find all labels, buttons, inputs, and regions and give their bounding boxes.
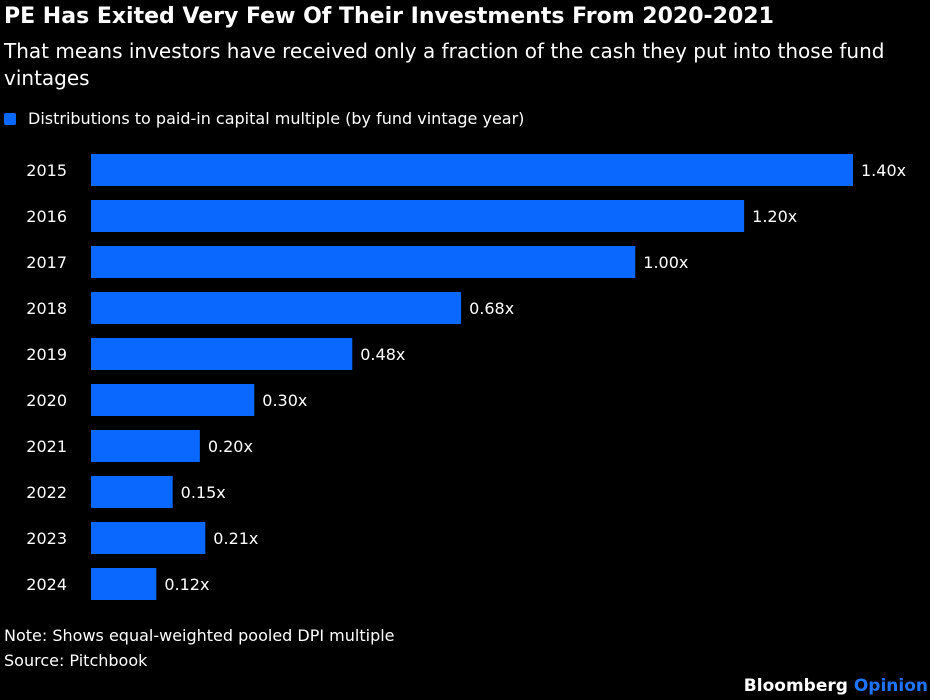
data-label: 0.20x (208, 437, 253, 456)
data-label: 0.68x (469, 299, 514, 318)
bar (91, 522, 206, 554)
category-label: 2023 (26, 529, 67, 548)
category-label: 2021 (26, 437, 67, 456)
legend-label: Distributions to paid-in capital multipl… (28, 109, 525, 128)
data-label: 0.30x (262, 391, 307, 410)
legend-swatch (4, 112, 16, 125)
bar (91, 338, 353, 370)
category-label: 2024 (26, 575, 67, 594)
data-label: 0.21x (213, 529, 258, 548)
chart-title: PE Has Exited Very Few Of Their Investme… (4, 4, 774, 29)
bar (91, 292, 462, 324)
category-label: 2017 (26, 253, 67, 272)
data-label: 0.15x (181, 483, 226, 502)
bar-chart: 2015 1.40x 2016 1.20x 2017 1.00x 2018 0.68x 2019… (26, 154, 906, 600)
category-label: 2020 (26, 391, 67, 410)
bar (91, 154, 853, 186)
bar (91, 430, 200, 462)
category-label: 2022 (26, 483, 67, 502)
chart-note: Note: Shows equal-weighted pooled DPI mu… (4, 626, 395, 645)
data-label: 0.12x (164, 575, 209, 594)
bar (91, 246, 636, 278)
category-label: 2015 (26, 161, 67, 180)
brand-section: Opinion (853, 676, 928, 696)
bar (91, 200, 745, 232)
bar (91, 384, 255, 416)
category-label: 2018 (26, 299, 67, 318)
chart-subtitle: That means investors have received only … (4, 39, 885, 90)
chart-legend: Distributions to paid-in capital multipl… (4, 109, 524, 128)
brand-logo: Bloomberg Opinion (744, 676, 928, 696)
brand-name: Bloomberg (743, 676, 848, 696)
category-label: 2019 (26, 345, 67, 364)
bar (91, 568, 157, 600)
chart-source: Source: Pitchbook (4, 651, 148, 670)
data-label: 1.20x (752, 207, 797, 226)
data-label: 1.40x (861, 161, 906, 180)
bar (91, 476, 173, 508)
category-label: 2016 (26, 207, 67, 226)
data-label: 1.00x (643, 253, 688, 272)
data-label: 0.48x (360, 345, 405, 364)
